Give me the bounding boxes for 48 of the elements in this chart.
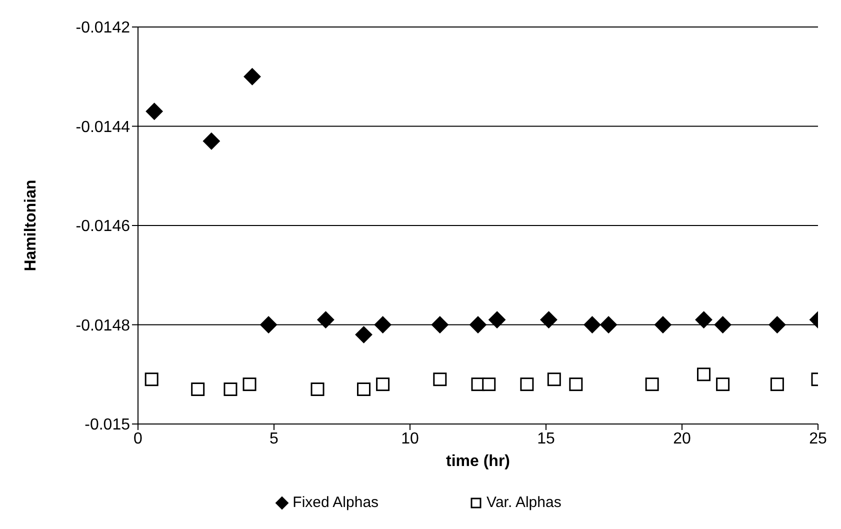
point <box>260 316 278 334</box>
point <box>310 382 324 396</box>
point <box>433 372 447 386</box>
x-tick-label: 25 <box>809 430 827 448</box>
point <box>242 378 256 392</box>
point <box>697 368 711 382</box>
point <box>488 311 506 328</box>
point <box>431 316 448 334</box>
x-tick-label: 10 <box>401 430 419 448</box>
point <box>244 68 261 86</box>
x-tick-label: 5 <box>270 430 279 448</box>
point <box>202 132 220 150</box>
point <box>355 326 372 344</box>
y-tick-label: -0.0144 <box>76 118 130 136</box>
point <box>600 316 618 334</box>
point <box>144 372 158 386</box>
point <box>695 311 712 328</box>
legend-label: Var. Alphas <box>486 494 562 511</box>
y-tick-label: -0.015 <box>84 416 130 434</box>
point <box>714 316 732 334</box>
point <box>191 382 205 396</box>
y-tick-label: -0.0146 <box>76 218 130 236</box>
point <box>547 372 561 386</box>
point <box>584 316 601 334</box>
y-tick-label: -0.0148 <box>76 317 130 334</box>
y-axis-title: Hamiltonian <box>22 180 40 272</box>
point <box>716 378 730 392</box>
point <box>482 378 496 392</box>
x-tick-label: 0 <box>134 430 143 448</box>
point <box>376 378 390 392</box>
point <box>654 316 672 334</box>
point <box>768 316 786 334</box>
point <box>317 311 334 328</box>
point <box>357 382 371 396</box>
point <box>520 378 534 392</box>
x-tick-label: 15 <box>537 430 555 448</box>
point <box>374 316 392 334</box>
point <box>770 378 784 392</box>
point <box>645 378 659 392</box>
point <box>224 382 238 396</box>
x-tick-label: 20 <box>673 430 691 448</box>
point <box>569 378 583 392</box>
point <box>470 316 486 334</box>
legend-label: Fixed Alphas <box>292 494 379 511</box>
x-axis-title: time (hr) <box>446 453 510 470</box>
point <box>146 102 163 120</box>
point <box>540 311 558 328</box>
y-tick-label: -0.0142 <box>76 20 130 37</box>
